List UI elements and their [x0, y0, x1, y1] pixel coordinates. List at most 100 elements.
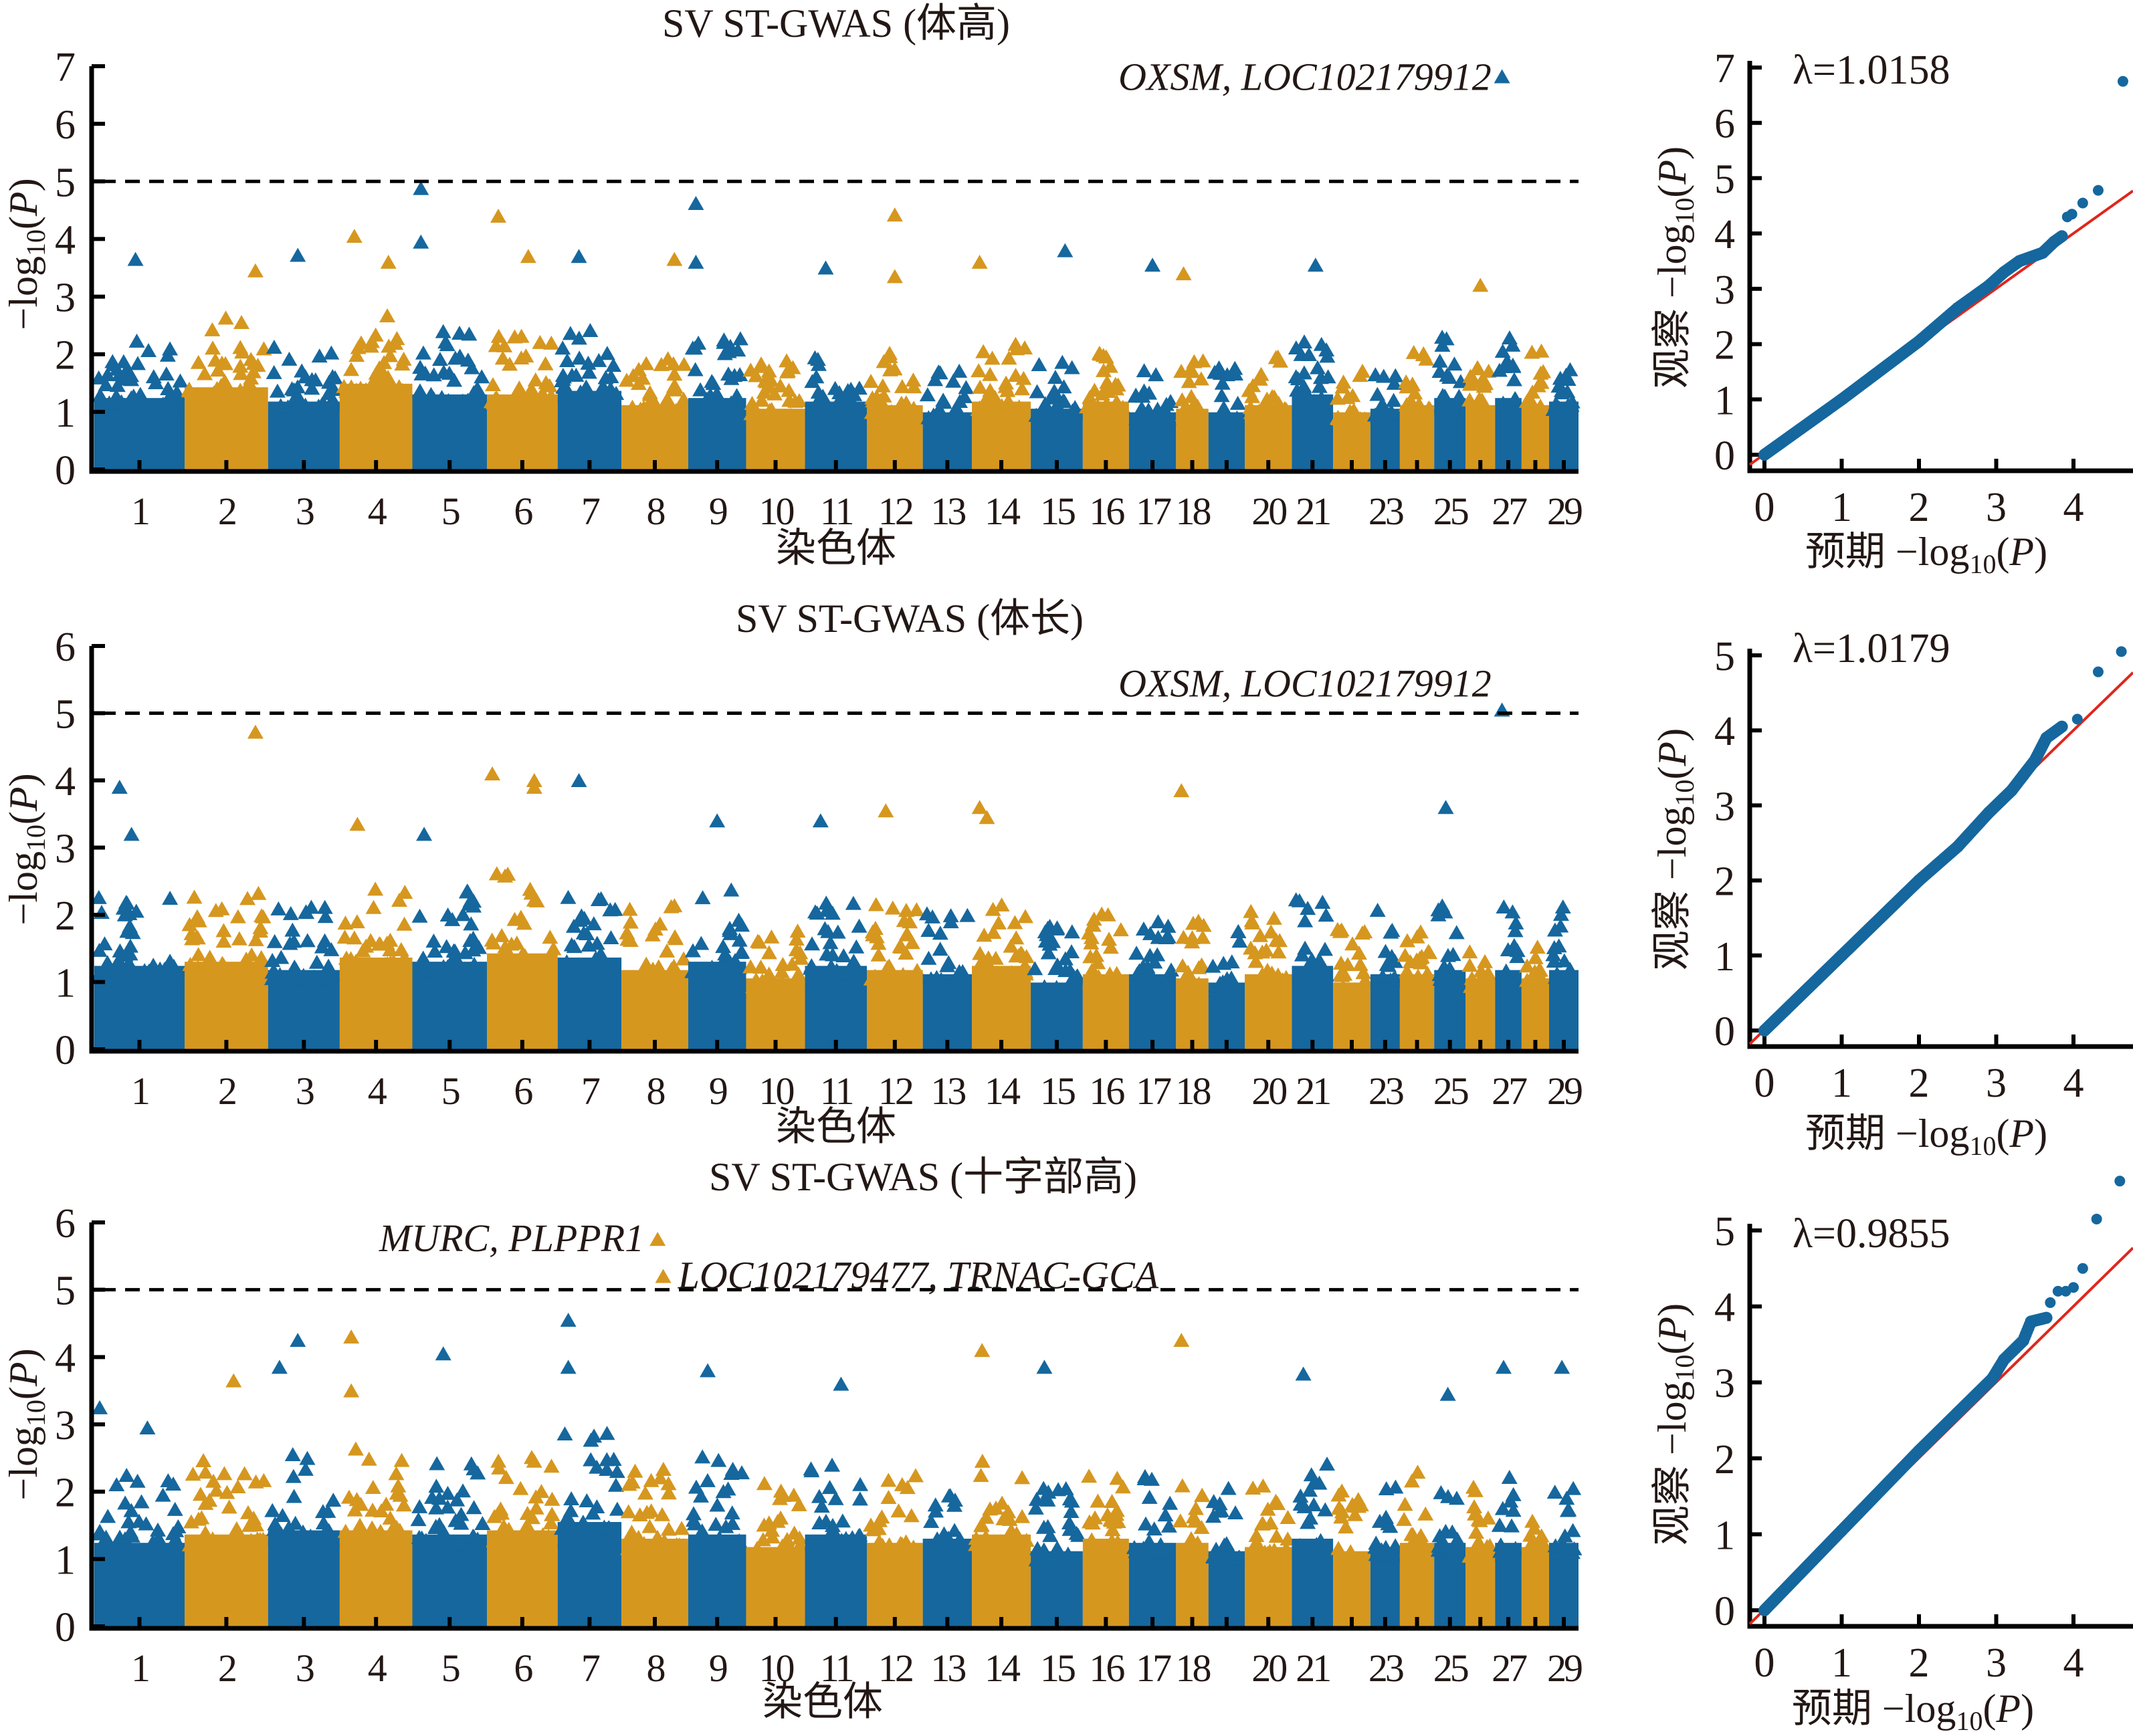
snp-point: [905, 372, 922, 387]
snp-point: [355, 958, 372, 972]
snp-point: [348, 914, 365, 929]
snp-point: [1214, 375, 1231, 390]
snp-point: [429, 1456, 445, 1471]
snp-point: [435, 1523, 452, 1538]
chromosome-label: 11: [820, 1069, 853, 1113]
snp-point: [1504, 337, 1521, 352]
snp-point: [118, 1467, 135, 1482]
snp-point: [749, 934, 766, 948]
snp-point: [665, 356, 682, 370]
snp-point: [823, 1537, 840, 1552]
snp-point: [908, 902, 925, 917]
snp-point: [603, 930, 619, 945]
y-tick-label: 2: [55, 333, 76, 378]
snp-point: [1480, 1510, 1496, 1525]
qq-x-tick-label: 1: [1831, 1061, 1852, 1106]
snp-point: [583, 1452, 599, 1467]
y-tick-label: 7: [55, 45, 76, 90]
snp-point: [455, 907, 472, 921]
snp-point: [708, 1517, 724, 1531]
snp-point: [788, 931, 805, 946]
chromosome-label: 3: [296, 1646, 314, 1690]
chromosome-points-7: [558, 889, 623, 975]
snp-point: [304, 381, 320, 395]
snp-point: [1148, 974, 1165, 989]
snp-point: [1303, 1467, 1320, 1482]
snp-point: [898, 903, 914, 917]
snp-point: [783, 407, 799, 422]
snp-point: [559, 383, 576, 397]
snp-point: [1289, 383, 1306, 397]
snp-point: [609, 1501, 625, 1516]
highlighted-snp: [111, 780, 128, 794]
snp-point: [924, 909, 941, 924]
snp-point: [1251, 403, 1267, 418]
highlighted-snp: [247, 263, 264, 278]
snp-point: [1550, 938, 1567, 953]
snp-point: [654, 1507, 671, 1521]
snp-point: [1180, 964, 1197, 979]
chromosome-points-13: [923, 1488, 974, 1555]
snp-point: [462, 893, 479, 907]
snp-point: [985, 901, 1001, 916]
snp-point: [1087, 1510, 1104, 1525]
snp-point: [985, 1535, 1002, 1550]
snp-point: [1340, 957, 1356, 972]
snp-point: [132, 387, 148, 401]
snp-point: [1101, 932, 1118, 946]
snp-point: [110, 962, 127, 976]
snp-point: [98, 1529, 114, 1544]
snp-point: [122, 946, 138, 961]
snp-point: [189, 962, 205, 976]
snp-point: [1548, 396, 1564, 411]
snp-point: [811, 1515, 828, 1529]
chromosome-points-11: [803, 1457, 870, 1552]
snp-point: [399, 960, 416, 975]
snp-point: [659, 391, 676, 406]
snp-point: [317, 909, 334, 924]
snp-point: [1033, 1552, 1050, 1567]
snp-point: [723, 1465, 740, 1480]
chromosome-points-1: [91, 1467, 187, 1559]
snp-point: [603, 368, 619, 383]
snp-point: [773, 1483, 789, 1498]
chromosome-points-1: [90, 333, 189, 413]
chromosome-label: 3: [296, 490, 314, 533]
highlighted-snp: [380, 254, 397, 269]
snp-point: [337, 915, 354, 930]
snp-point: [882, 346, 898, 360]
qq-y-axis-title: 观察 −log10(P): [1650, 1303, 1700, 1545]
snp-point: [561, 392, 578, 407]
qq-x-tick-label: 4: [2063, 1640, 2084, 1686]
chromosome-points-26: [1461, 360, 1497, 419]
snp-point: [1128, 387, 1144, 402]
snp-point: [1300, 901, 1316, 915]
snp-point: [391, 893, 407, 907]
snp-point: [1403, 1473, 1420, 1488]
snp-point: [186, 889, 203, 904]
snp-point: [973, 1468, 989, 1483]
snp-point: [1356, 411, 1373, 426]
snp-point: [366, 374, 383, 389]
highlighted-snp: [833, 1376, 849, 1391]
qq-y-tick-label: 7: [1714, 46, 1735, 92]
snp-point: [1331, 1499, 1348, 1514]
snp-point: [1552, 906, 1569, 921]
snp-point: [1259, 1545, 1276, 1560]
snp-point: [563, 1503, 579, 1517]
snp-point: [978, 1509, 995, 1524]
highlighted-snp: [1173, 1333, 1190, 1347]
snp-point: [457, 945, 474, 960]
snp-point: [286, 1489, 302, 1503]
chromosome-points-18: [1172, 1478, 1212, 1559]
snp-point: [132, 397, 149, 411]
chromosome-points-6: [483, 328, 560, 410]
highlighted-snp: [878, 803, 894, 818]
snp-point: [821, 1480, 838, 1495]
snp-point: [827, 1491, 844, 1505]
chromosome-label: 11: [820, 1646, 853, 1690]
snp-point: [435, 364, 452, 379]
snp-point: [558, 353, 575, 368]
snp-point: [760, 966, 777, 981]
snp-point: [1055, 379, 1072, 394]
